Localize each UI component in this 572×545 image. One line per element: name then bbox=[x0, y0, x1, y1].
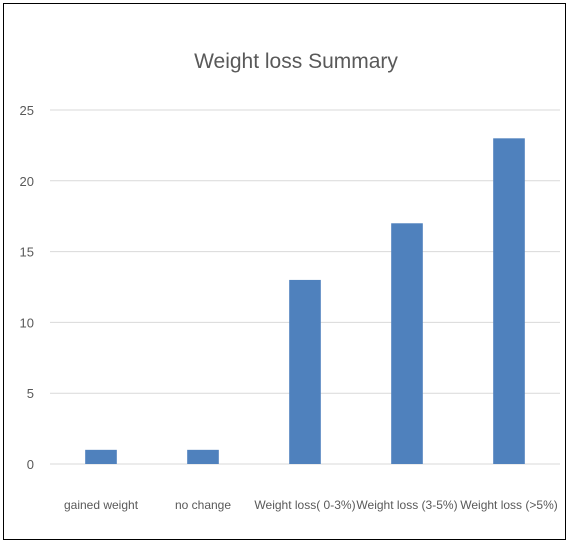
x-axis-categories: gained weight no change Weight loss( 0-3%)… bbox=[64, 498, 558, 512]
chart-title: Weight loss Summary bbox=[194, 50, 398, 73]
bar bbox=[493, 138, 525, 464]
y-tick-label: 15 bbox=[20, 245, 34, 260]
y-axis-ticks: 0 5 10 15 20 25 bbox=[20, 103, 34, 472]
y-tick-label: 5 bbox=[27, 386, 34, 401]
y-tick-label: 25 bbox=[20, 103, 34, 118]
x-category-label: gained weight bbox=[64, 498, 139, 512]
chart-frame: Weight loss Summary 0 5 10 15 20 25 gained we… bbox=[3, 3, 566, 540]
x-category-label: no change bbox=[175, 498, 231, 512]
x-category-label: Weight loss( 0-3%) bbox=[254, 498, 355, 512]
y-tick-label: 0 bbox=[27, 457, 34, 472]
x-category-label: Weight loss (>5%) bbox=[460, 498, 557, 512]
bar bbox=[289, 279, 321, 464]
bars bbox=[85, 138, 525, 464]
bar bbox=[187, 449, 219, 464]
y-tick-label: 10 bbox=[20, 315, 34, 330]
bar-chart: Weight loss Summary 0 5 10 15 20 25 gained we… bbox=[20, 50, 560, 512]
y-tick-label: 20 bbox=[20, 174, 34, 189]
bar bbox=[391, 223, 423, 464]
bar bbox=[85, 449, 117, 464]
x-category-label: Weight loss (3-5%) bbox=[356, 498, 457, 512]
